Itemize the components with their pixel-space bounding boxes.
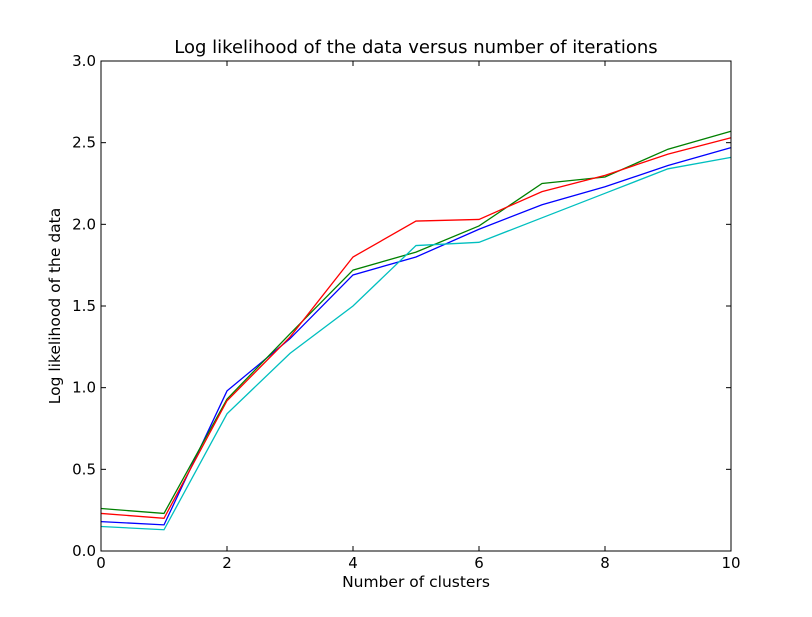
plot-frame	[100, 60, 732, 552]
y-tick-label: 0.0	[72, 542, 96, 560]
x-tick-label: 8	[600, 554, 610, 572]
y-tick-label: 1.0	[72, 379, 96, 397]
chart-title: Log likelihood of the data versus number…	[174, 37, 657, 58]
x-tick-label: 4	[348, 554, 358, 572]
series-line-1	[100, 146, 732, 526]
x-tick-label: 0	[96, 554, 106, 572]
series-line-2	[100, 130, 732, 515]
x-axis-label: Number of clusters	[342, 573, 490, 591]
y-tick-label: 0.5	[72, 460, 96, 478]
y-tick-label: 2.0	[72, 215, 96, 233]
y-tick-label: 3.0	[72, 52, 96, 70]
x-tick-label: 10	[721, 554, 740, 572]
series-line-4	[100, 156, 732, 531]
y-axis-label: Log likelihood of the data	[46, 208, 64, 405]
x-tick-label: 2	[222, 554, 232, 572]
x-tick-label: 6	[474, 554, 484, 572]
ticks-layer: 0 2 4 6 8 10 0.0 0.5 1.0 1.5 2.0 2.5 3.0	[72, 52, 740, 572]
y-tick-label: 2.5	[72, 134, 96, 152]
series-layer	[100, 130, 732, 531]
y-tick-label: 1.5	[72, 297, 96, 315]
series-line-3	[100, 137, 732, 520]
